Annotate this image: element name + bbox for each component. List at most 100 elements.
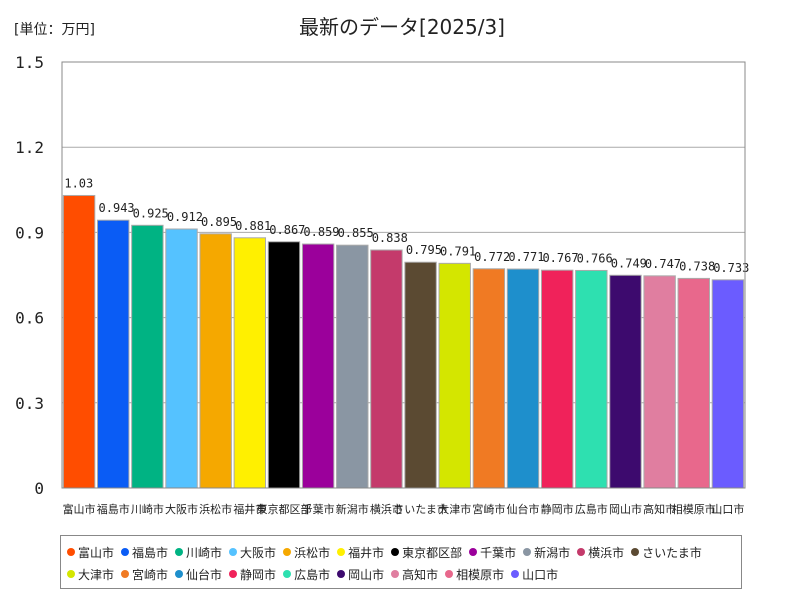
x-tick-label: 高知市 (643, 502, 676, 516)
legend-label: 高知市 (402, 567, 439, 582)
value-label: 0.838 (372, 231, 408, 245)
value-label: 1.03 (64, 176, 93, 190)
legend-color-icon (337, 570, 346, 578)
y-tick-label: 0.3 (15, 394, 44, 413)
value-label: 0.767 (542, 251, 578, 265)
x-tick-label: 東京都区部 (256, 502, 311, 516)
legend-item: 川崎市 (175, 541, 222, 563)
bar (131, 224, 164, 489)
value-label: 0.733 (713, 261, 749, 275)
value-label: 0.772 (474, 250, 510, 264)
legend-item: 山口市 (511, 563, 558, 585)
legend-label: 横浜市 (588, 545, 625, 560)
x-tick-label: 浜松市 (199, 502, 232, 516)
legend-color-icon (469, 548, 478, 556)
value-label: 0.738 (679, 259, 715, 273)
bar (575, 269, 608, 489)
legend-label: 相模原市 (456, 567, 505, 582)
grid-lines (62, 61, 745, 489)
legend-item: 宮崎市 (121, 563, 168, 585)
x-tick-label: 横浜市 (370, 502, 403, 516)
legend-color-icon (523, 548, 532, 556)
bar (506, 268, 540, 489)
legend-label: 川崎市 (186, 545, 223, 560)
legend-item: 福井市 (337, 541, 384, 563)
value-label: 0.766 (577, 251, 613, 265)
x-tick-label: 大津市 (438, 502, 471, 516)
legend-item: 広島市 (283, 563, 330, 585)
legend-item: 横浜市 (577, 541, 624, 563)
bar (370, 249, 403, 489)
y-tick-label: 0 (34, 479, 44, 498)
value-label: 0.747 (645, 257, 681, 271)
y-tick-label: 0.9 (15, 223, 44, 242)
bar (199, 233, 232, 489)
x-tick-label: 静岡市 (541, 502, 574, 516)
value-label: 0.943 (99, 201, 135, 215)
bar (711, 279, 745, 489)
legend-item: 静岡市 (229, 563, 276, 585)
legend-item: 大津市 (67, 563, 114, 585)
x-tick-label: 相模原市 (672, 502, 716, 516)
legend-color-icon (391, 548, 400, 556)
bar (540, 269, 574, 489)
unit-label: [単位：万円] (14, 22, 95, 38)
legend-label: 大阪市 (240, 545, 277, 560)
x-tick-label: 富山市 (63, 502, 96, 516)
legend-label: 大津市 (78, 567, 115, 582)
value-label: 0.749 (611, 256, 647, 270)
legend-item: 新潟市 (523, 541, 570, 563)
legend-item: 仙台市 (175, 563, 222, 585)
legend-label: 富山市 (78, 545, 115, 560)
x-tick-label: 千葉市 (302, 502, 335, 516)
value-label: 0.859 (303, 225, 339, 239)
legend-color-icon (67, 548, 75, 556)
value-label: 0.855 (338, 226, 374, 240)
legend-label: 東京都区部 (402, 545, 463, 560)
plot-frame (61, 61, 746, 489)
bar (336, 244, 369, 489)
x-tick-label: 仙台市 (507, 502, 540, 516)
x-tick-label: 大阪市 (165, 502, 198, 516)
legend-item: 浜松市 (283, 541, 330, 563)
x-tick-label: 山口市 (711, 502, 744, 516)
legend-color-icon (121, 570, 130, 578)
x-tick-label: 福島市 (97, 502, 130, 516)
value-label: 0.912 (167, 210, 203, 224)
value-label: 0.791 (440, 244, 476, 258)
legend-item: 東京都区部 (391, 541, 462, 563)
value-label: 0.867 (269, 223, 305, 237)
legend-item: 千葉市 (469, 541, 516, 563)
value-label: 0.881 (235, 219, 271, 233)
legend-color-icon (511, 570, 520, 578)
legend-item: 岡山市 (337, 563, 384, 585)
bar (404, 261, 437, 489)
legend-color-icon (283, 570, 292, 578)
legend-color-icon (229, 548, 238, 556)
value-labels: 1.030.9430.9250.9120.8950.8810.8670.8590… (64, 176, 749, 274)
legend-color-icon (229, 570, 238, 578)
legend-color-icon (175, 570, 184, 578)
y-tick-label: 1.5 (15, 53, 44, 72)
bar (643, 275, 676, 489)
bar (62, 194, 96, 489)
legend-item: 相模原市 (445, 563, 504, 585)
x-tick-label: 広島市 (575, 502, 608, 516)
legend-item: 福島市 (121, 541, 168, 563)
x-tick-label: 川崎市 (131, 502, 164, 516)
bar (233, 237, 267, 489)
legend-item: 富山市 (67, 541, 114, 563)
legend-color-icon (67, 570, 75, 578)
legend-label: 岡山市 (348, 567, 385, 582)
legend-color-icon (631, 548, 640, 556)
x-tick-label: 福井市 (233, 502, 266, 516)
chart-title: 最新のデータ[2025/3] (299, 15, 505, 39)
legend-color-icon (391, 570, 400, 578)
legend-label: 新潟市 (534, 545, 571, 560)
bar (472, 268, 506, 489)
legend-color-icon (121, 548, 130, 556)
y-tick-label: 0.6 (15, 309, 44, 328)
legend-color-icon (175, 548, 184, 556)
value-label: 0.771 (508, 250, 544, 264)
